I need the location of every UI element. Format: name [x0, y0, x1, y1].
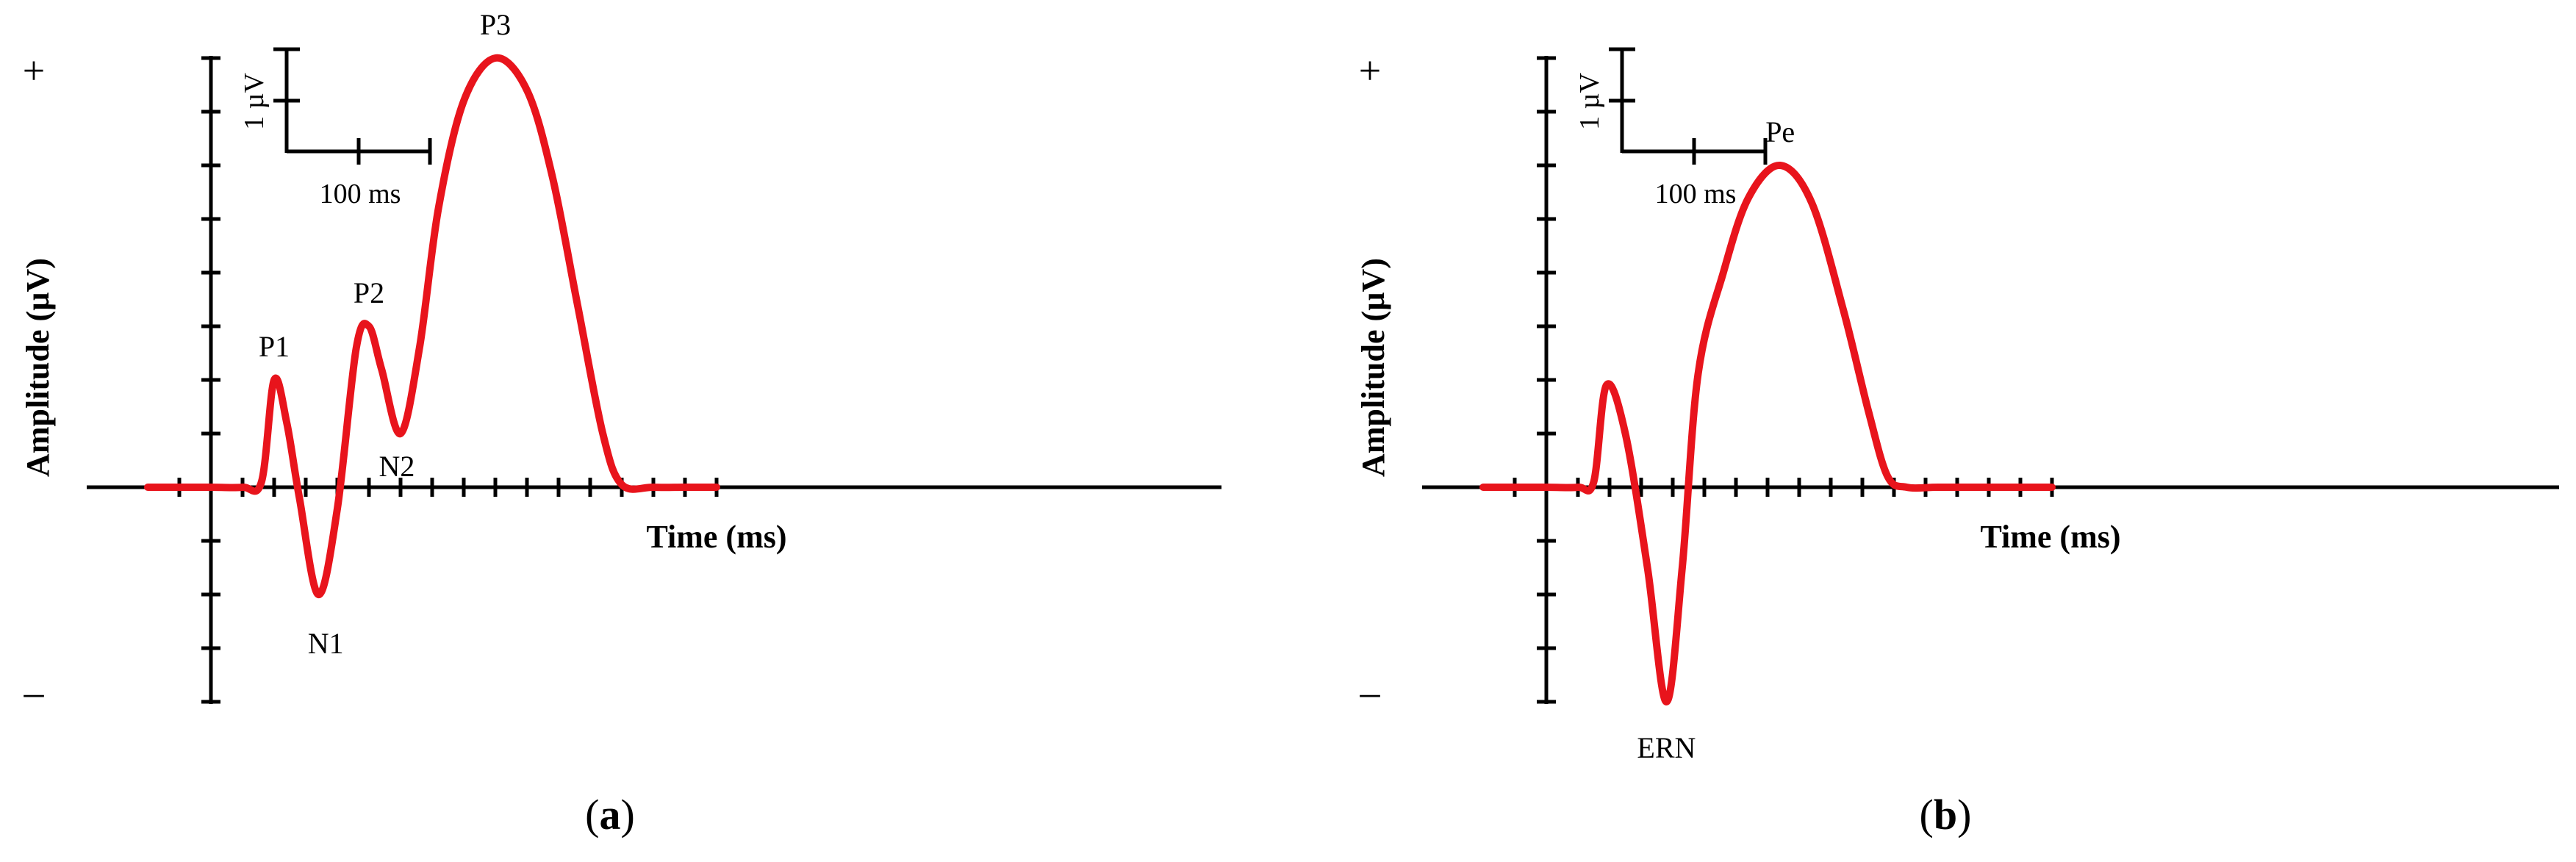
panel-b-positive-sign: +: [1359, 49, 1381, 93]
peak-label-p1: P1: [259, 330, 290, 363]
panel-a-peak-labels: P1 N1 P2 N2 P3: [259, 8, 511, 660]
peak-label-ern: ERN: [1637, 731, 1696, 764]
peak-label-p2: P2: [354, 276, 384, 309]
panel-b-peak-labels: ERN Pe: [1637, 115, 1795, 764]
panel-b-scale-y-label: 1 µV: [1574, 73, 1605, 130]
panel-b-label: (b): [1920, 791, 1972, 838]
peak-label-n2: N2: [379, 450, 415, 483]
panel-b-negative-sign: –: [1360, 670, 1381, 714]
panel-b-chart: 1 µV 100 ms ERN Pe Amplitude (µV) Time (m…: [1355, 47, 2559, 838]
panel-a-scale-y-label: 1 µV: [239, 73, 270, 130]
panel-b-scale-bar: [1609, 47, 1768, 165]
panel-b-scale-x-label: 100 ms: [1655, 179, 1737, 209]
panel-b-ticks: [1513, 56, 2054, 704]
peak-label-pe: Pe: [1765, 115, 1795, 148]
panel-a-erp-curve: [144, 54, 720, 598]
panel-a-scale-x-label: 100 ms: [320, 179, 401, 209]
panel-b-y-axis-title: Amplitude (µV): [1355, 258, 1391, 477]
peak-label-n1: N1: [308, 627, 344, 660]
panel-b-x-axis-title: Time (ms): [1980, 519, 2120, 555]
panel-a-scale-bar: [273, 47, 432, 165]
peak-label-p3: P3: [480, 8, 511, 41]
panel-a-positive-sign: +: [23, 49, 45, 93]
panel-a-y-axis-title: Amplitude (µV): [20, 258, 56, 477]
panel-b-erp-curve: [1479, 162, 2056, 705]
panel-a-x-axis-title: Time (ms): [646, 519, 786, 555]
panel-a-chart: 1 µV 100 ms P1 N1 P2 N2 P3 Amplitude (µV) Ti…: [20, 8, 1221, 838]
panel-a-negative-sign: –: [24, 670, 45, 714]
panel-a-label: (a): [585, 791, 635, 838]
